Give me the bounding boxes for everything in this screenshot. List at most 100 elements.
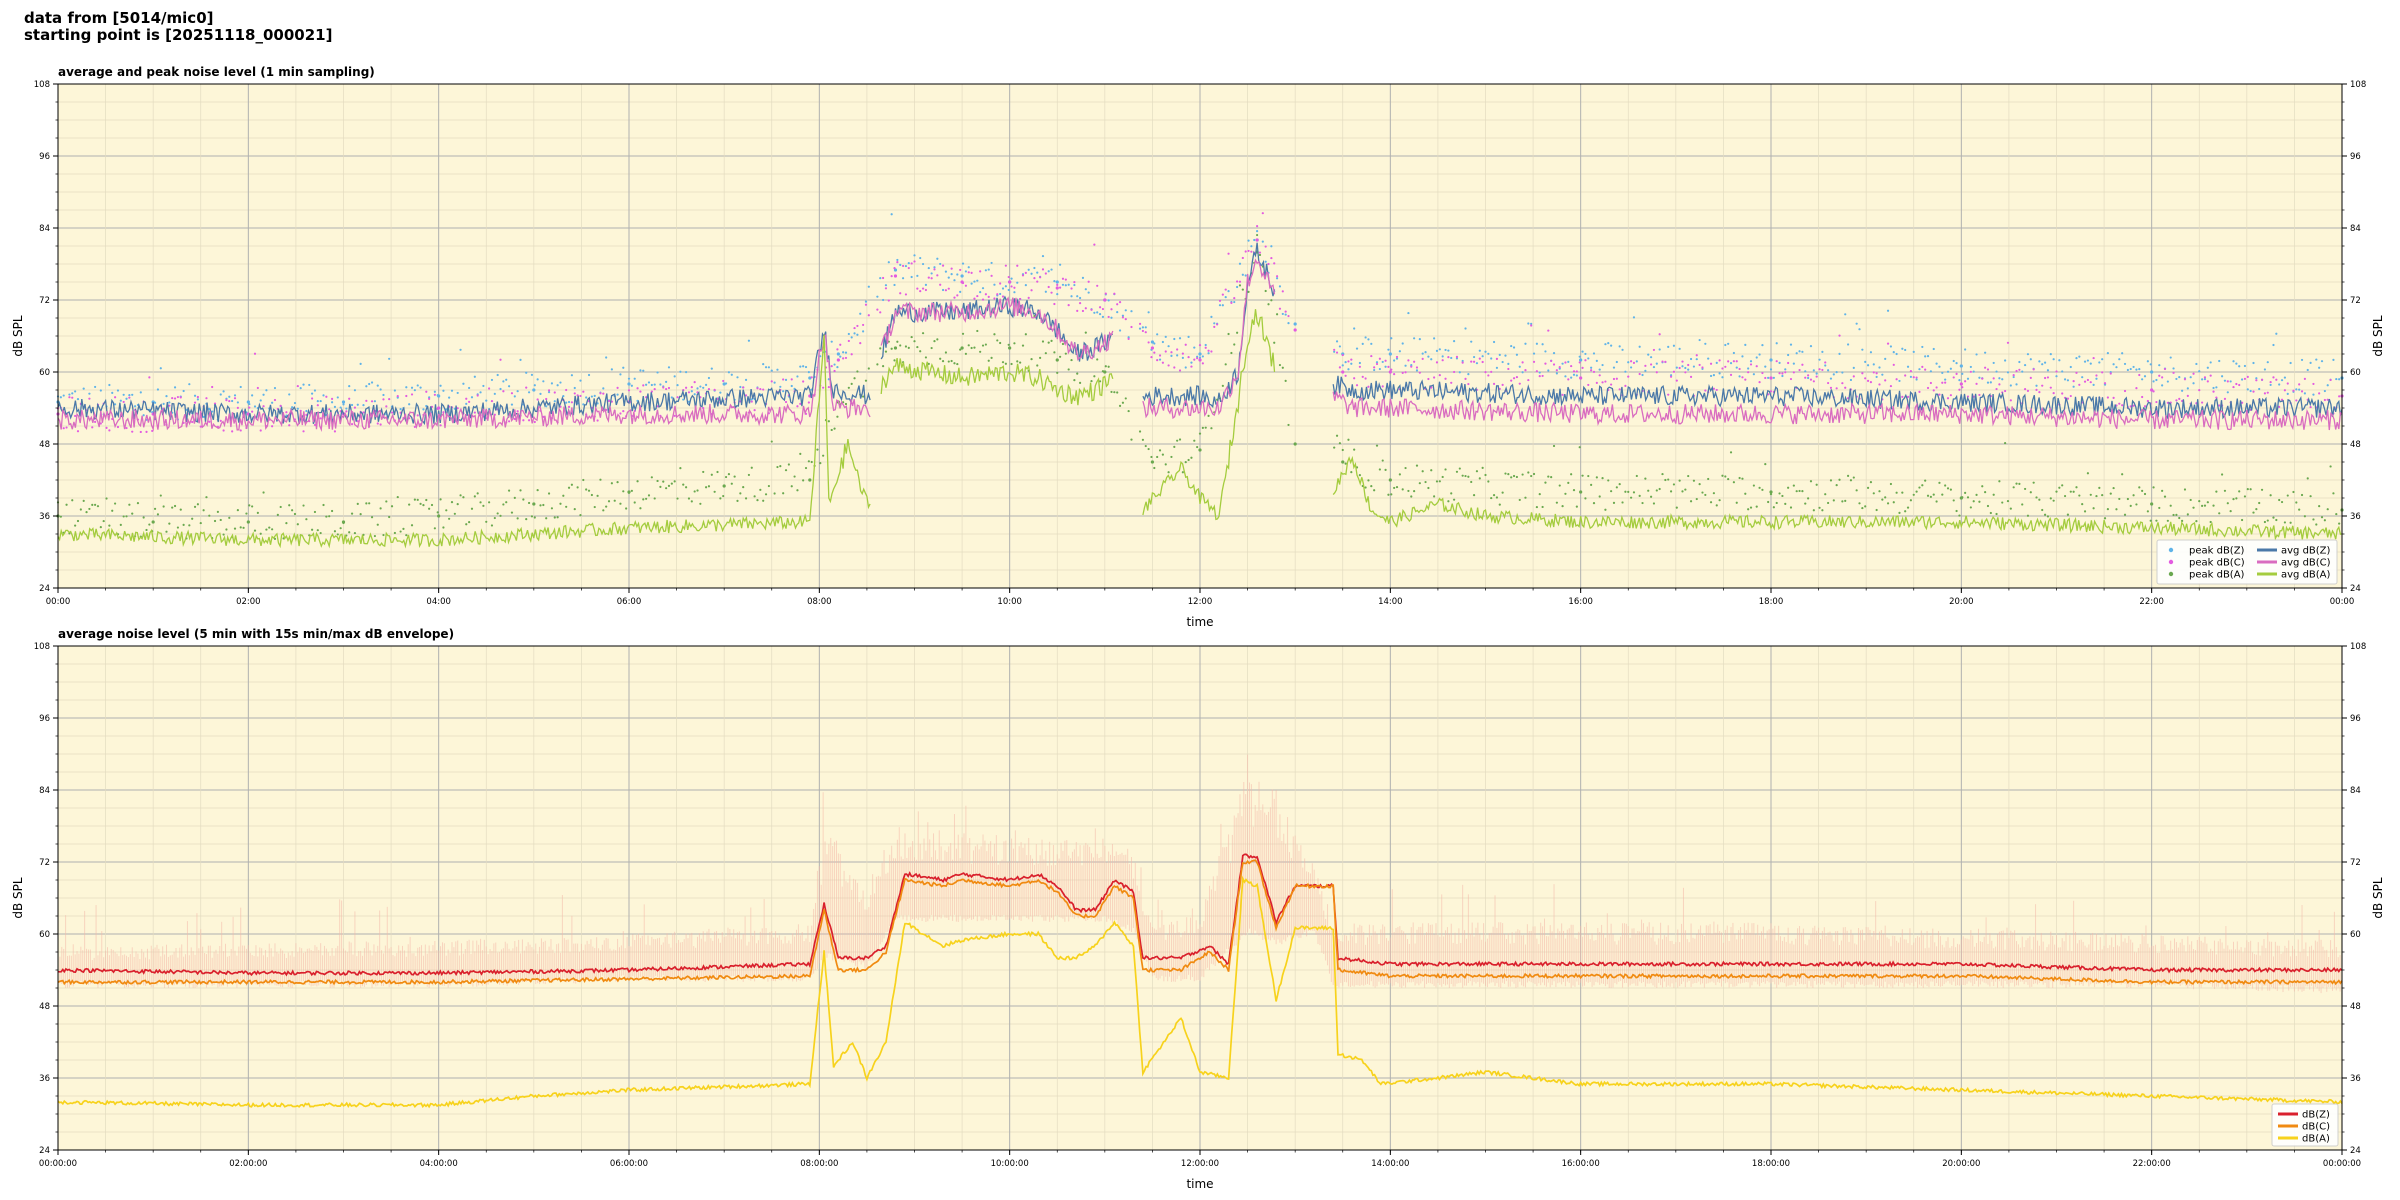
scatter-point (562, 395, 565, 398)
scatter-point (205, 397, 208, 400)
scatter-point (545, 405, 548, 408)
scatter-point (1572, 489, 1576, 492)
scatter-point (1067, 304, 1070, 307)
scatter-point (1758, 381, 1761, 384)
scatter-point (1512, 377, 1516, 380)
scatter-point (1721, 474, 1724, 477)
scatter-point (2298, 383, 2301, 386)
scatter-point (2078, 383, 2081, 386)
scatter-point (1504, 472, 1507, 475)
scatter-point (1795, 352, 1798, 355)
scatter-point (1498, 353, 1501, 356)
scatter-point (1630, 360, 1633, 363)
scatter-point (1039, 356, 1042, 359)
scatter-point (2246, 388, 2249, 391)
scatter-point (1641, 501, 1644, 505)
scatter-point (1044, 290, 1047, 293)
scatter-point (924, 288, 928, 292)
scatter-point (930, 346, 933, 350)
scatter-point (339, 527, 342, 530)
scatter-point (556, 516, 559, 519)
scatter-point (1621, 501, 1624, 504)
scatter-point (65, 426, 68, 429)
scatter-point (1116, 391, 1119, 394)
scatter-point (376, 523, 379, 526)
scatter-point (376, 422, 379, 425)
scatter-point (522, 419, 525, 422)
scatter-point (519, 489, 522, 492)
scatter-point (1798, 489, 1801, 493)
scatter-point (390, 411, 394, 414)
scatter-point (747, 339, 751, 342)
scatter-point (1350, 362, 1353, 365)
scatter-point (2106, 396, 2109, 399)
scatter-point (2252, 390, 2255, 393)
scatter-point (2058, 486, 2061, 489)
scatter-point (2049, 497, 2052, 500)
x-tick-label: 14:00 (1378, 597, 1403, 607)
scatter-point (1198, 344, 1202, 347)
scatter-point (293, 401, 297, 405)
scatter-point (1398, 473, 1401, 476)
scatter-point (676, 396, 679, 399)
scatter-point (784, 469, 788, 472)
scatter-point (1287, 423, 1290, 427)
scatter-point (1378, 367, 1381, 371)
scatter-point (1490, 496, 1493, 500)
scatter-point (1829, 386, 1833, 389)
scatter-point (313, 510, 317, 514)
scatter-point (2192, 372, 2195, 375)
scatter-point (1216, 323, 1219, 326)
scatter-point (1570, 473, 1573, 476)
scatter-point (864, 379, 868, 382)
scatter-point (2295, 399, 2298, 402)
scatter-point (1087, 291, 1090, 294)
scatter-point (382, 533, 385, 537)
scatter-point (1353, 448, 1356, 451)
scatter-point (530, 515, 534, 518)
scatter-point (2146, 360, 2149, 363)
scatter-point (1059, 355, 1062, 358)
scatter-point (1424, 351, 1427, 354)
scatter-point (610, 482, 613, 485)
scatter-point (288, 504, 291, 507)
scatter-point (690, 500, 693, 503)
scatter-point (1010, 277, 1013, 280)
scatter-point (1758, 486, 1761, 489)
scatter-point (2049, 353, 2052, 356)
y-tick-label: 96 (39, 152, 50, 162)
scatter-point (71, 392, 74, 395)
scatter-point (1852, 375, 1855, 378)
scatter-point (1210, 427, 1213, 430)
scatter-point (1064, 284, 1067, 287)
scatter-point (99, 526, 102, 529)
scatter-point (253, 405, 257, 408)
scatter-point (1567, 378, 1570, 381)
scatter-point (1875, 508, 1878, 512)
scatter-point (753, 495, 756, 498)
scatter-point (2266, 361, 2269, 364)
scatter-point (1090, 379, 1093, 383)
scatter-point (636, 387, 639, 390)
scatter-point (1158, 449, 1162, 452)
scatter-point (139, 430, 142, 434)
scatter-point (1253, 238, 1256, 242)
scatter-point (1161, 361, 1164, 364)
scatter-point (1121, 401, 1125, 404)
scatter-point (2232, 385, 2235, 389)
scatter-point (579, 514, 582, 517)
scatter-point (1552, 363, 1556, 366)
scatter-point (1952, 499, 1955, 502)
scatter-point (1441, 355, 1444, 358)
scatter-point (2152, 486, 2155, 489)
scatter-point (1795, 490, 1798, 493)
scatter-point (2198, 500, 2201, 503)
scatter-point (356, 502, 359, 505)
scatter-point (2092, 356, 2095, 360)
scatter-point (1704, 389, 1707, 392)
scatter-point (1684, 371, 1687, 374)
scatter-point (936, 257, 939, 260)
scatter-point (776, 368, 779, 371)
scatter-point (1881, 373, 1884, 376)
scatter-point (128, 394, 131, 397)
